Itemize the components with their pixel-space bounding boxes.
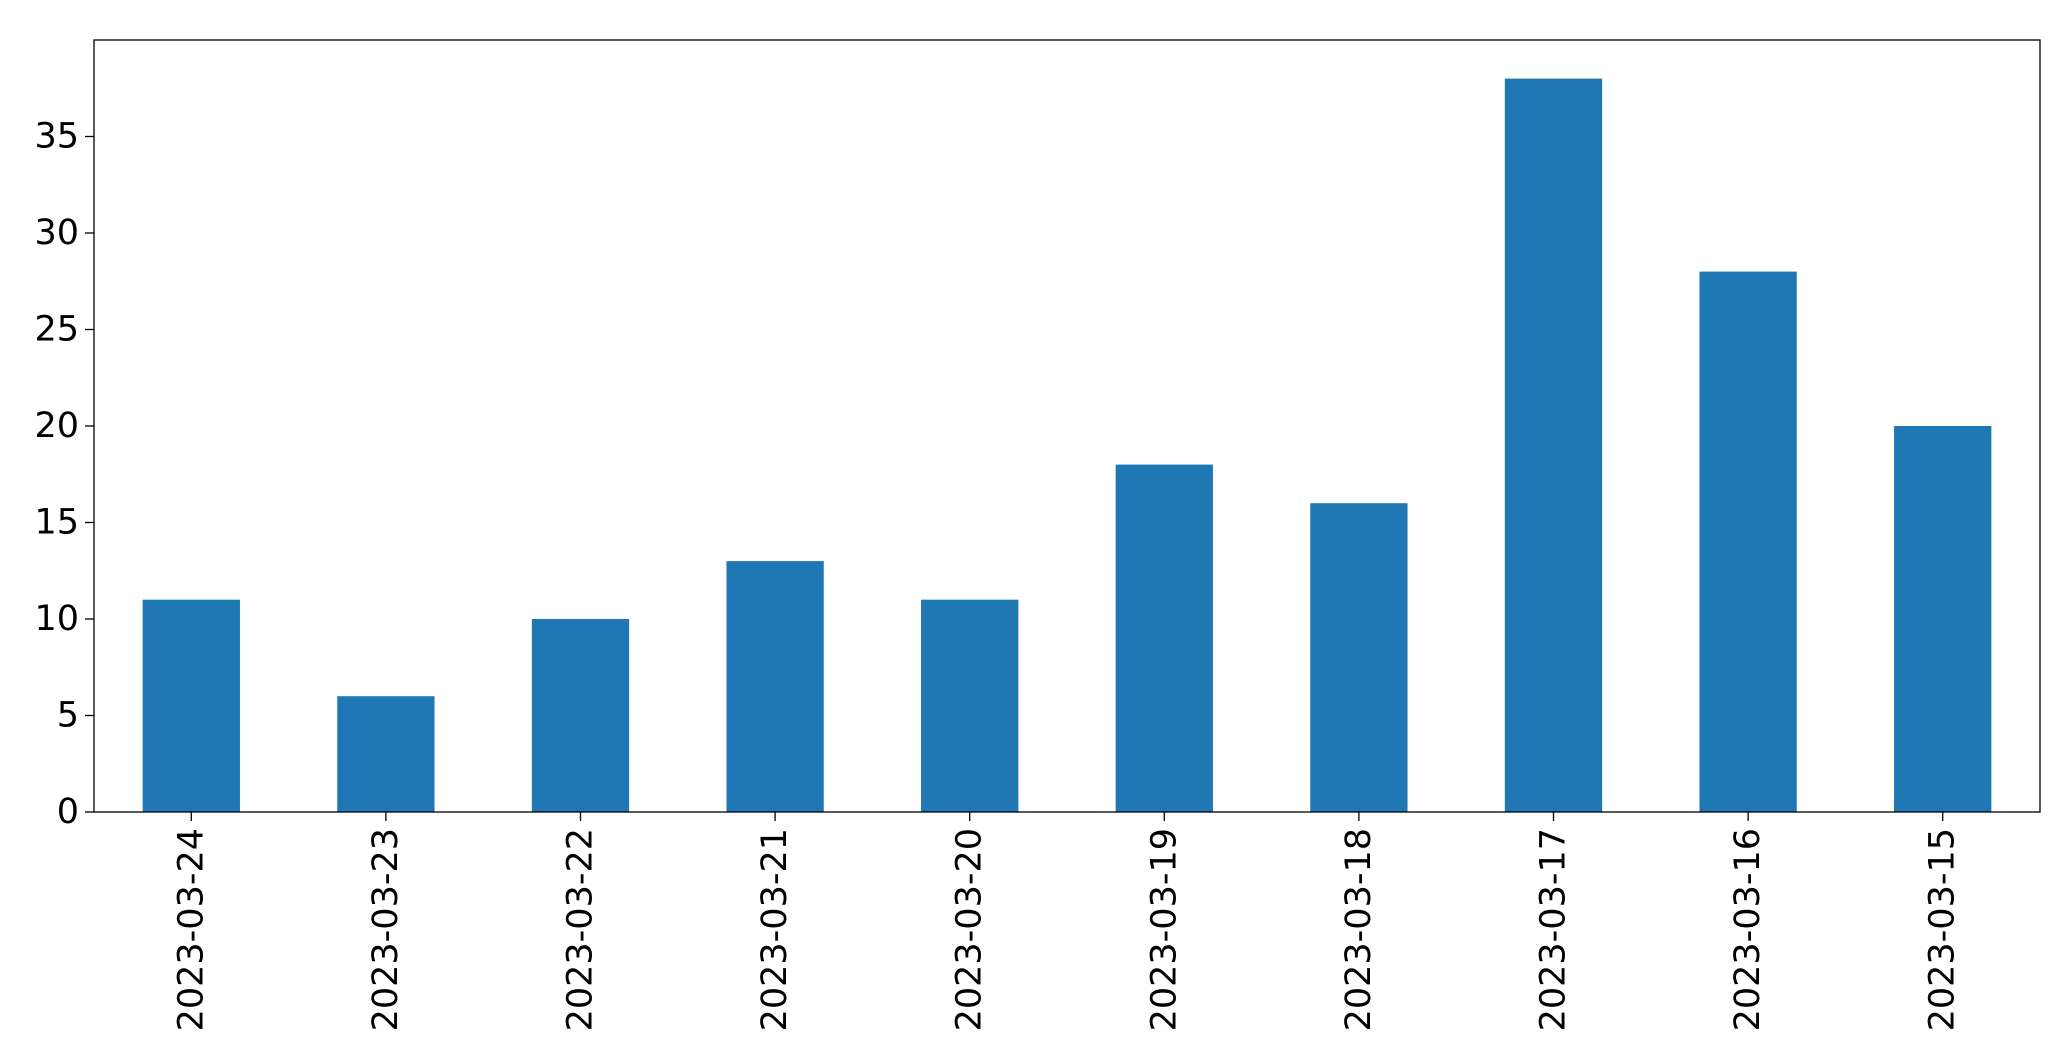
x-tick-label: 2023-03-21	[755, 828, 795, 1031]
x-tick-label: 2023-03-24	[171, 828, 211, 1031]
x-tick-label: 2023-03-19	[1144, 828, 1184, 1031]
x-tick-label: 2023-03-17	[1534, 828, 1574, 1031]
y-tick-label: 25	[34, 310, 79, 350]
x-tick-label: 2023-03-18	[1339, 828, 1379, 1031]
bar-2023-03-24	[142, 599, 240, 812]
bar-2023-03-23	[337, 696, 435, 812]
bar-2023-03-18	[1310, 503, 1408, 812]
x-tick-label: 2023-03-20	[950, 828, 990, 1031]
bar-2023-03-15	[1894, 426, 1992, 812]
x-tick-label: 2023-03-15	[1923, 828, 1963, 1031]
y-tick-label: 35	[34, 117, 79, 157]
x-tick-label: 2023-03-16	[1728, 828, 1768, 1031]
y-tick-label: 10	[34, 599, 79, 639]
plot-area-frame	[93, 39, 2041, 813]
bar-2023-03-20	[921, 599, 1019, 812]
bars-group	[142, 78, 1992, 813]
y-tick-label: 20	[34, 406, 79, 446]
y-tick-label: 5	[57, 696, 79, 736]
y-tick-label: 0	[57, 792, 79, 832]
bar-2023-03-17	[1504, 78, 1603, 813]
x-axis: 2023-03-24 2023-03-23 2023-03-22 2023-03-21…	[171, 812, 1963, 1031]
y-axis: 0 5 10 15 20 25 30 35	[34, 117, 94, 832]
bar-2023-03-19	[1115, 464, 1213, 812]
x-tick-label: 2023-03-22	[561, 828, 601, 1031]
y-tick-label: 15	[34, 503, 79, 543]
bar-2023-03-22	[531, 619, 630, 812]
bar-2023-03-16	[1699, 271, 1797, 813]
x-tick-label: 2023-03-23	[366, 828, 406, 1031]
bar-2023-03-21	[726, 561, 824, 812]
y-tick-label: 30	[34, 213, 79, 253]
